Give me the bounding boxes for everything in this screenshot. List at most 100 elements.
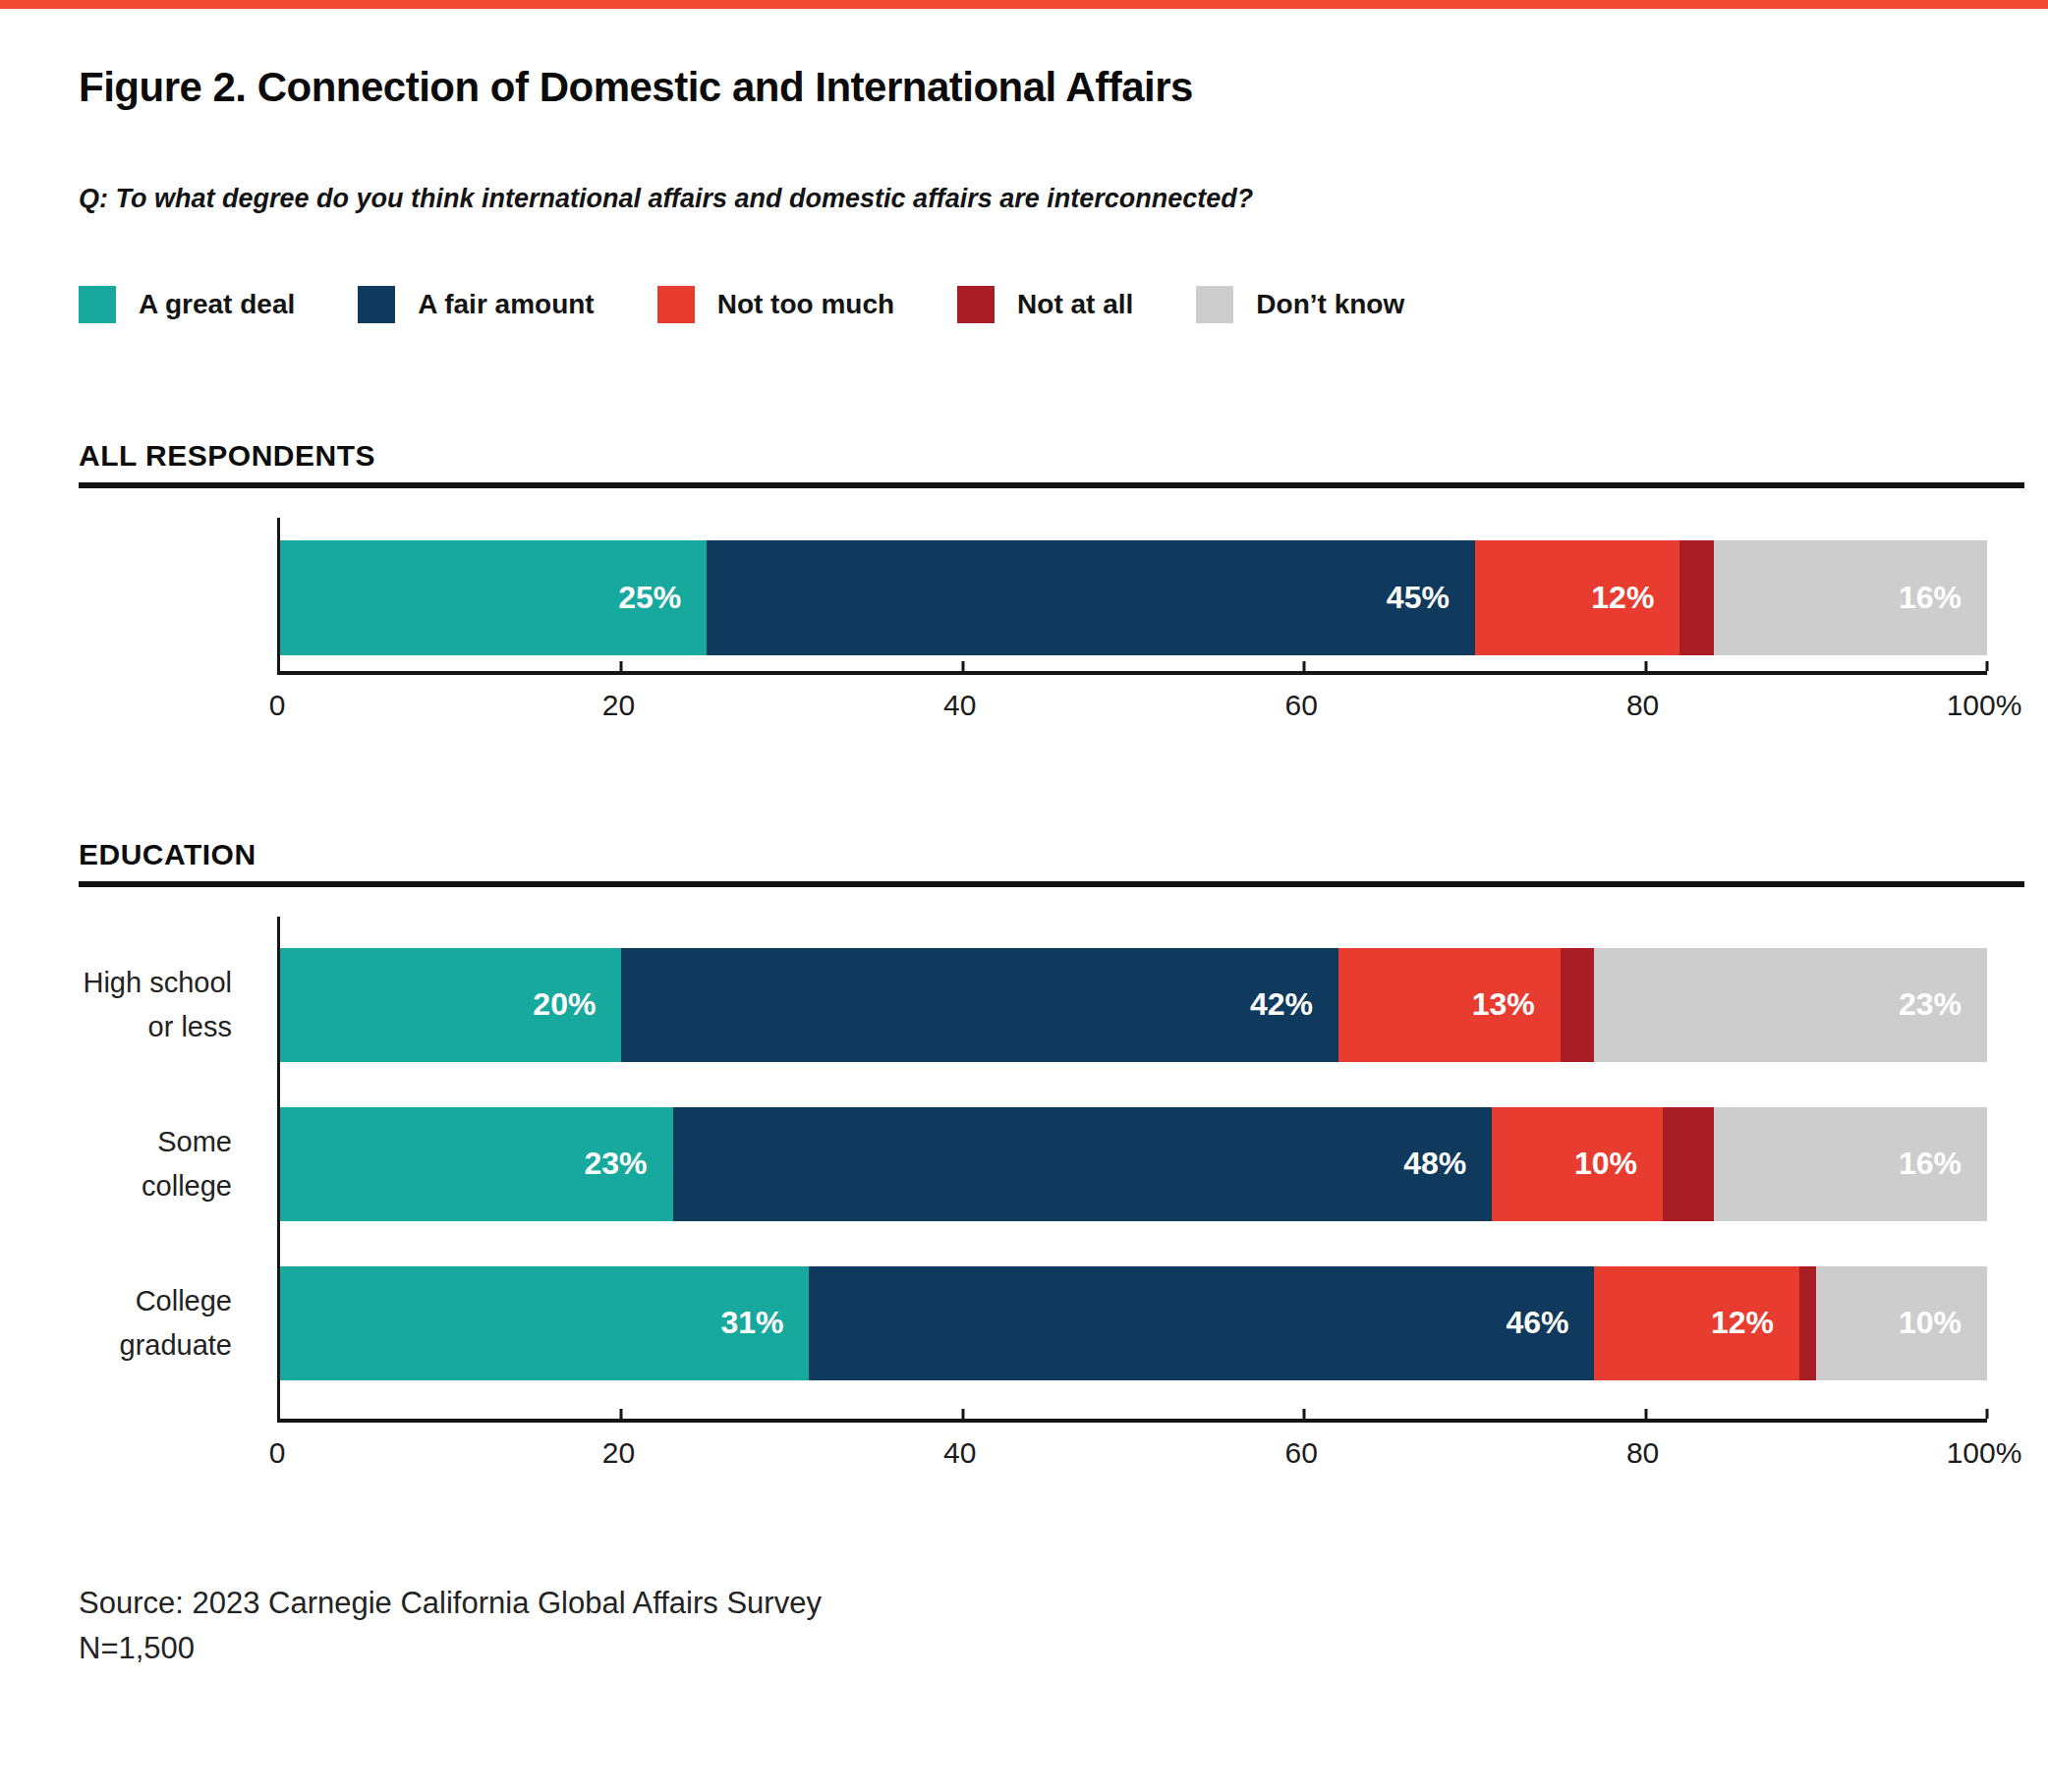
category-label-line: College bbox=[120, 1279, 233, 1323]
axis-tick bbox=[1644, 1409, 1647, 1419]
top-accent-bar bbox=[0, 0, 2048, 9]
section-heading-education: EDUCATION bbox=[79, 838, 2024, 871]
bar-segment-not-at-all bbox=[1663, 1107, 1714, 1221]
bar-segment-don-t-know: 16% bbox=[1714, 540, 1987, 655]
segment-value-label: 13% bbox=[1472, 986, 1561, 1023]
chart-body: 25%45%12% 16% bbox=[79, 518, 2024, 675]
segment-value-label: 16% bbox=[1899, 580, 1987, 616]
sample-size-text: N=1,500 bbox=[79, 1631, 2024, 1666]
bar-segment-not-at-all bbox=[1799, 1266, 1816, 1380]
axis-tick bbox=[1644, 661, 1647, 671]
category-label-line: graduate bbox=[120, 1323, 233, 1368]
axis-tick-label: 60 bbox=[1285, 689, 1318, 722]
legend-swatch-not-too-much bbox=[657, 286, 695, 323]
axis-tick bbox=[1303, 1409, 1306, 1419]
section-all-respondents: ALL RESPONDENTS 25%45%12%16%020406080100… bbox=[79, 439, 2024, 728]
segment-value-label: 20% bbox=[533, 986, 621, 1023]
source-text: Source: 2023 Carnegie California Global … bbox=[79, 1586, 2024, 1621]
segment-value-label: 16% bbox=[1899, 1146, 1987, 1182]
bar-segment-a-fair-amount: 46% bbox=[809, 1266, 1594, 1380]
legend-item-a-great-deal: A great deal bbox=[79, 286, 295, 323]
axis-tick bbox=[620, 661, 623, 671]
figure-page: Figure 2. Connection of Domestic and Int… bbox=[0, 65, 2048, 1666]
axis-tick bbox=[961, 661, 964, 671]
segment-value-label: 48% bbox=[1403, 1146, 1492, 1182]
segment-value-label: 31% bbox=[720, 1305, 809, 1341]
legend-label: Not too much bbox=[717, 289, 894, 320]
legend-swatch-don-t-know bbox=[1196, 286, 1233, 323]
bar-segment-a-great-deal: 23% bbox=[280, 1107, 673, 1221]
axis-tick-label: 0 bbox=[269, 689, 286, 722]
x-axis-labels: 020406080100% bbox=[277, 1430, 1984, 1476]
segment-value-label: 10% bbox=[1899, 1305, 1987, 1341]
plot-area: 20% 42% 13% 23% 23% 48% 10% 16% 31% 46% 12% 10% bbox=[277, 917, 1987, 1423]
chart-body: High schoolor less Some college Collegegra… bbox=[79, 917, 2024, 1423]
category-label-line: Some college bbox=[79, 1120, 232, 1208]
axis-tick-label: 20 bbox=[602, 1436, 635, 1470]
bar-segment-a-fair-amount: 42% bbox=[621, 948, 1338, 1062]
legend-swatch-a-great-deal bbox=[79, 286, 116, 323]
legend: A great deal A fair amount Not too much Not… bbox=[79, 286, 2024, 323]
axis-tick-label: 80 bbox=[1626, 1436, 1659, 1470]
bar-segment-don-t-know: 16% bbox=[1714, 1107, 1987, 1221]
section-rule bbox=[79, 881, 2024, 887]
category-labels-column bbox=[79, 518, 277, 675]
legend-label: Not at all bbox=[1017, 289, 1133, 320]
legend-item-don-t-know: Don’t know bbox=[1196, 286, 1404, 323]
category-cell: Collegegraduate bbox=[79, 1266, 277, 1380]
bar-segment-a-great-deal: 31% bbox=[280, 1266, 809, 1380]
bar-segment-a-great-deal: 25% bbox=[280, 540, 707, 655]
segment-value-label: 10% bbox=[1574, 1146, 1663, 1182]
stacked-bar-chart-all-respondents: 25%45%12% 16% 0 20 40 60 80 100% bbox=[79, 518, 2024, 728]
bar-segment-not-too-much: 10% bbox=[1492, 1107, 1663, 1221]
segment-value-label: 42% bbox=[1250, 986, 1338, 1023]
stacked-bar-chart-education: High schoolor less Some college Collegegra… bbox=[79, 917, 2024, 1476]
category-label-line: or less bbox=[83, 1005, 232, 1049]
axis-tick-label: 40 bbox=[943, 689, 976, 722]
bar-segment-not-too-much: 12% bbox=[1594, 1266, 1798, 1380]
bar-row-college-graduate: 31% 46% 12% 10% bbox=[280, 1266, 1987, 1380]
axis-tick-label: 80 bbox=[1626, 689, 1659, 722]
bar-row-some-college: 23% 48% 10% 16% bbox=[280, 1107, 1987, 1221]
bar-segment-a-fair-amount: 48% bbox=[673, 1107, 1493, 1221]
category-cell: Some college bbox=[79, 1107, 277, 1221]
category-label-college-graduate: Collegegraduate bbox=[120, 1279, 233, 1368]
legend-label: A fair amount bbox=[418, 289, 594, 320]
axis-tick-label: 100% bbox=[1947, 689, 2022, 722]
bar-segment-don-t-know: 10% bbox=[1816, 1266, 1987, 1380]
bar-segment-not-at-all bbox=[1561, 948, 1595, 1062]
category-label-some-college: Some college bbox=[79, 1120, 232, 1208]
segment-value-label: 23% bbox=[584, 1146, 672, 1182]
legend-swatch-not-at-all bbox=[957, 286, 995, 323]
plot-area: 25%45%12% 16% bbox=[277, 518, 1987, 675]
category-label-high-school-or-less: High schoolor less bbox=[83, 961, 232, 1049]
axis-tick bbox=[961, 1409, 964, 1419]
x-axis-labels: 020406080100% bbox=[277, 683, 1984, 728]
axis-tick-label: 0 bbox=[269, 1436, 286, 1470]
axis-tick-label: 40 bbox=[943, 1436, 976, 1470]
section-rule bbox=[79, 482, 2024, 488]
bar-segment-a-fair-amount: 45% bbox=[707, 540, 1475, 655]
axis-tick bbox=[1303, 661, 1306, 671]
category-labels-column: High schoolor less Some college Collegegra… bbox=[79, 917, 277, 1423]
bar-row-all-respondents: 25%45%12% 16% bbox=[280, 540, 1987, 655]
legend-label: A great deal bbox=[139, 289, 295, 320]
bar-segment-don-t-know: 23% bbox=[1594, 948, 1987, 1062]
section-education: EDUCATION High schoolor less Some college… bbox=[79, 838, 2024, 1476]
bar-row-high-school-or-less: 20% 42% 13% 23% bbox=[280, 948, 1987, 1062]
bar-segment-not-at-all bbox=[1679, 540, 1714, 655]
legend-swatch-a-fair-amount bbox=[358, 286, 395, 323]
bar-segment-not-too-much: 12% bbox=[1475, 540, 1679, 655]
survey-question: Q: To what degree do you think internati… bbox=[79, 183, 2024, 214]
figure-footer: Source: 2023 Carnegie California Global … bbox=[79, 1586, 2024, 1666]
figure-title: Figure 2. Connection of Domestic and Int… bbox=[79, 65, 2024, 110]
axis-tick-label: 60 bbox=[1285, 1436, 1318, 1470]
segment-value-label: 12% bbox=[1711, 1305, 1799, 1341]
axis-tick-label: 20 bbox=[602, 689, 635, 722]
legend-item-a-fair-amount: A fair amount bbox=[358, 286, 594, 323]
segment-value-label: 46% bbox=[1506, 1305, 1594, 1341]
bar-segment-not-too-much: 13% bbox=[1338, 948, 1561, 1062]
axis-tick bbox=[1986, 1409, 1989, 1419]
bar-segment-a-great-deal: 20% bbox=[280, 948, 621, 1062]
legend-item-not-at-all: Not at all bbox=[957, 286, 1133, 323]
